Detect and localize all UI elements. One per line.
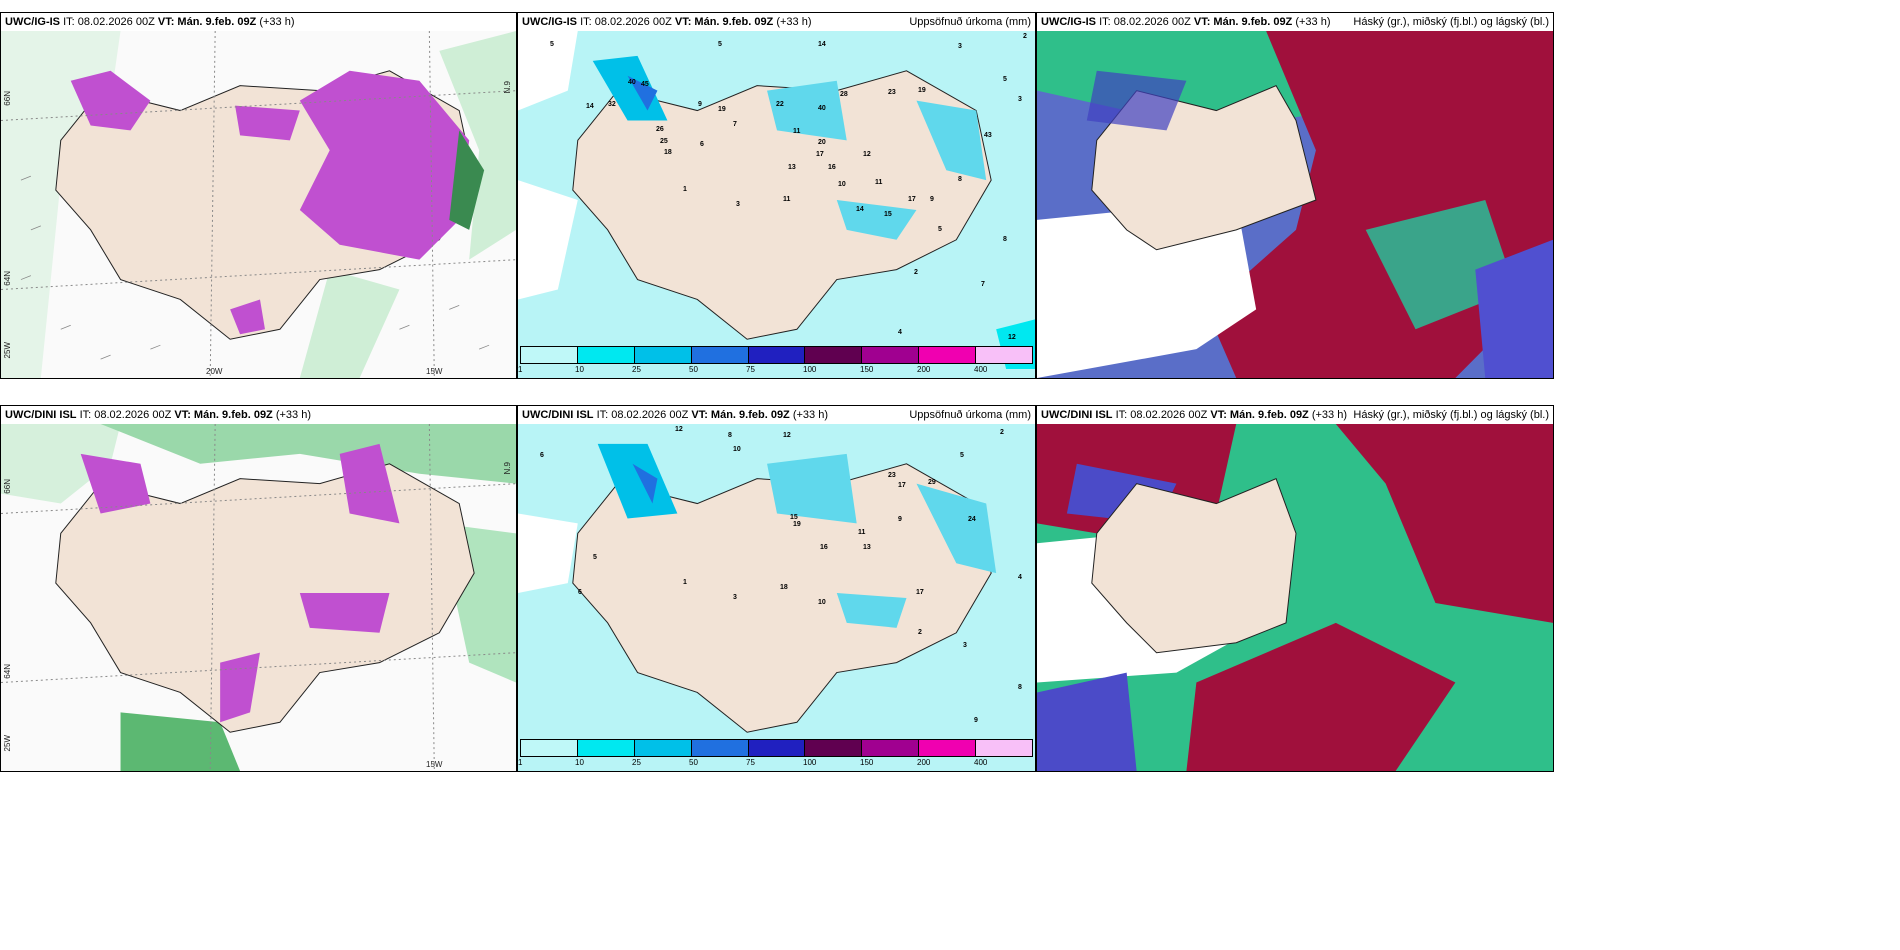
colorbar-swatch	[805, 347, 863, 363]
colorbar-tick-label: 200	[917, 365, 931, 374]
panel-title: UWC/IG-IS IT: 08.02.2026 00Z VT: Mán. 9.…	[1, 13, 516, 31]
lon-label: 15W	[426, 760, 443, 769]
colorbar-swatch	[577, 347, 635, 363]
map-canvas[interactable]: 12 8 12 2 6 5 10 29 23 17 9 24 15 19 11 …	[518, 424, 1035, 771]
panel-title: UWC/IG-IS IT: 08.02.2026 00Z VT: Mán. 9.…	[1037, 13, 1553, 31]
map-panel-precip-dini: UWC/DINI ISL IT: 08.02.2026 00Z VT: Mán.…	[517, 405, 1036, 772]
colorbar-tick-label: 50	[689, 758, 698, 767]
colorbar-tick-label: 150	[860, 365, 874, 374]
panel-title: UWC/IG-IS IT: 08.02.2026 00Z VT: Mán. 9.…	[518, 13, 1035, 31]
colorbar-swatch	[805, 740, 863, 756]
colorbar-swatch	[862, 347, 920, 363]
colorbar-swatch	[577, 740, 635, 756]
colorbar-swatch	[748, 740, 806, 756]
map-canvas[interactable]	[1037, 31, 1553, 378]
map-canvas[interactable]: 5 14 5 3 2 5 3 40 45 32 14 9 19 7 26 25 …	[518, 31, 1035, 378]
colorbar-swatch	[521, 740, 578, 756]
lon-label: 25W	[3, 734, 12, 751]
lat-label: 66N	[3, 91, 12, 106]
lat-label: 64N	[3, 664, 12, 679]
precip-label-layer: 12 8 12 2 6 5 10 29 23 17 9 24 15 19 11 …	[540, 426, 1022, 724]
colorbar-tick-label: 100	[803, 365, 817, 374]
colorbar-tick-label: 150	[860, 758, 874, 767]
colorbar-swatch	[976, 740, 1033, 756]
colorbar-tick-label: 50	[689, 365, 698, 374]
colorbar-tick-label: 25	[632, 365, 641, 374]
colorbar-tick-label: 75	[746, 758, 755, 767]
colorbar-tick-label: 1	[518, 758, 523, 767]
colorbar-tick-label: 200	[917, 758, 931, 767]
colorbar-tick-label: 10	[575, 365, 584, 374]
colorbar-tick-label: 10	[575, 758, 584, 767]
panel-title: UWC/DINI ISL IT: 08.02.2026 00Z VT: Mán.…	[1037, 406, 1553, 424]
precip-colorbar: 1 10 25 50 75 100 150 200 400	[518, 739, 1033, 769]
map-canvas[interactable]: 66N 64N N.9 20W 15W 25W	[1, 31, 516, 378]
lon-label: 15W	[426, 367, 443, 376]
map-panel-precip-ig: UWC/IG-IS IT: 08.02.2026 00Z VT: Mán. 9.…	[517, 12, 1036, 379]
map-panel-snow-ig: UWC/IG-IS IT: 08.02.2026 00Z VT: Mán. 9.…	[0, 12, 517, 379]
colorbar-swatch	[862, 740, 920, 756]
colorbar-swatch	[691, 347, 749, 363]
colorbar-swatch	[521, 347, 578, 363]
map-panel-snow-dini: UWC/DINI ISL IT: 08.02.2026 00Z VT: Mán.…	[0, 405, 517, 772]
colorbar-tick-label: 100	[803, 758, 817, 767]
precip-colorbar: 1 10 25 50 75 100 150 200 400	[518, 346, 1033, 376]
lat-label: 66N	[3, 479, 12, 494]
panel-title: UWC/DINI ISL IT: 08.02.2026 00Z VT: Mán.…	[518, 406, 1035, 424]
colorbar-tick-label: 400	[974, 758, 988, 767]
colorbar-swatch	[634, 347, 692, 363]
colorbar-tick-label: 400	[974, 365, 988, 374]
colorbar-tick-label: 75	[746, 365, 755, 374]
lat-label: 64N	[3, 271, 12, 286]
lon-label: 20W	[206, 367, 223, 376]
precip-label-layer: 5 14 5 3 2 5 3 40 45 32 14 9 19 7 26 25 …	[550, 33, 1027, 355]
colorbar-swatch	[919, 347, 977, 363]
map-canvas[interactable]: 66N 64N N.9 15W 25W	[1, 424, 516, 771]
colorbar-tick-label: 1	[518, 365, 523, 374]
map-canvas[interactable]	[1037, 424, 1553, 771]
colorbar-swatch	[691, 740, 749, 756]
map-panel-cloud-dini: UWC/DINI ISL IT: 08.02.2026 00Z VT: Mán.…	[1036, 405, 1554, 772]
lat-label: N.9	[503, 81, 512, 94]
colorbar-swatch	[634, 740, 692, 756]
colorbar-swatch	[748, 347, 806, 363]
panel-title: UWC/DINI ISL IT: 08.02.2026 00Z VT: Mán.…	[1, 406, 516, 424]
colorbar-tick-label: 25	[632, 758, 641, 767]
lat-label: N.9	[503, 462, 512, 475]
map-panel-cloud-ig: UWC/IG-IS IT: 08.02.2026 00Z VT: Mán. 9.…	[1036, 12, 1554, 379]
colorbar-swatch	[976, 347, 1033, 363]
lon-label: 25W	[3, 341, 12, 358]
colorbar-swatch	[919, 740, 977, 756]
